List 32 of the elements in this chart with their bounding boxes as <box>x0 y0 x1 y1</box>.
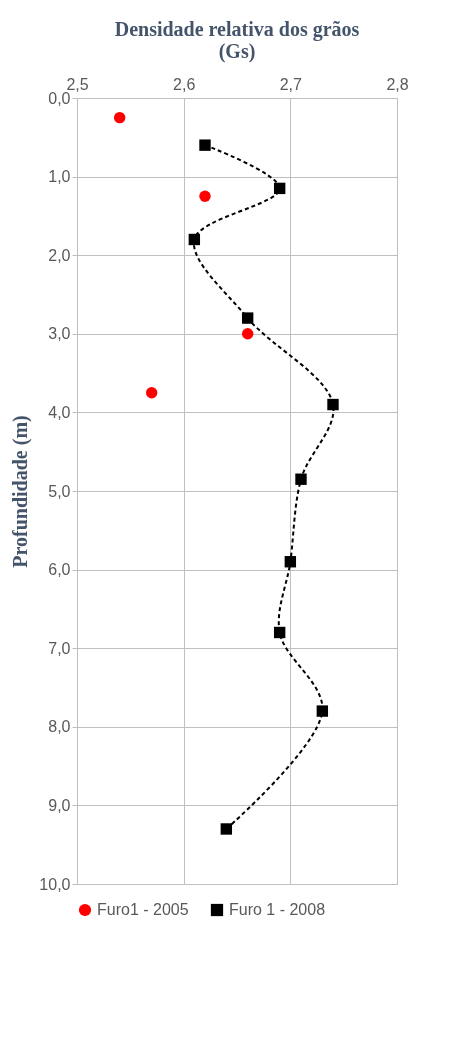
y-tick-label: 1,0 <box>48 168 71 186</box>
y-tick-label: 10,0 <box>39 875 71 893</box>
text: (Gs) <box>218 40 256 62</box>
legend-label: Furo1 - 2005 <box>97 901 189 918</box>
y-tick-label: 7,0 <box>48 639 71 657</box>
y-tick-label: 9,0 <box>48 796 71 814</box>
point <box>295 473 307 485</box>
y-axis-title: Profundidade (m) <box>9 415 33 568</box>
point <box>316 705 329 717</box>
text: Densidade relativa dos grãos <box>114 18 360 40</box>
point <box>145 387 158 399</box>
point <box>241 328 254 340</box>
x-tick-label: 2,6 <box>173 75 196 93</box>
y-tick-label: 2,0 <box>48 246 71 264</box>
y-tick-label: 4,0 <box>48 403 71 421</box>
legend-label: Furo 1 - 2008 <box>229 901 326 918</box>
point <box>273 182 286 195</box>
y-tick-label: 6,0 <box>48 561 71 579</box>
point <box>199 190 211 202</box>
point <box>327 398 339 411</box>
x-tick-label: 2,7 <box>279 75 303 93</box>
y-tick-label: 3,0 <box>48 325 71 343</box>
point <box>273 626 286 639</box>
point <box>241 312 254 324</box>
x-tick-label: 2,8 <box>386 75 409 93</box>
point <box>188 233 201 246</box>
y-tick-label: 8,0 <box>48 718 71 736</box>
point <box>284 556 297 568</box>
y-tick-label: 5,0 <box>48 482 71 500</box>
point <box>113 111 126 124</box>
point <box>199 139 211 151</box>
point <box>220 823 233 835</box>
